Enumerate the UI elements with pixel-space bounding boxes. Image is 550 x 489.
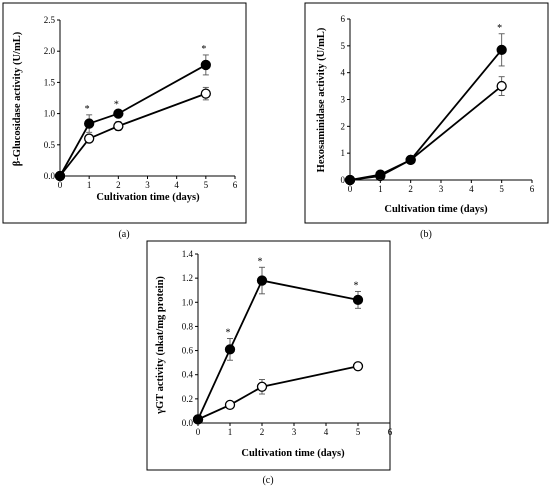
panel-c-plot-area: 0 1 2 3 4 5 6 0.0 0.2 0.4 0.6 0.8 1.0 1.2 1.4 * * * (182, 249, 393, 437)
y-tick-label: 1.2 (182, 273, 193, 283)
x-tick-label: 6 (233, 180, 238, 190)
x-tick-label: 3 (439, 184, 444, 194)
y-tick-label: 0 (341, 175, 346, 185)
y-tick-label: 1.0 (44, 109, 56, 119)
data-point-filled (224, 344, 236, 355)
y-tick-label: 5 (341, 41, 346, 51)
panel-a-x-axis-title: Cultivation time (days) (96, 192, 200, 203)
x-tick-label: 0 (348, 184, 353, 194)
panel-c-frame (146, 240, 391, 471)
data-point-filled (113, 108, 124, 119)
y-tick-label: 0.2 (182, 394, 193, 404)
x-tick-label: 5 (204, 180, 209, 190)
x-tick-label: 4 (469, 184, 474, 194)
series-line-filled (197, 279, 359, 420)
data-point-open (113, 120, 124, 132)
y-tick-label: 2.0 (44, 46, 56, 56)
data-point-filled (256, 275, 268, 286)
panel-b-label: (b) (420, 229, 432, 240)
panel-a-plot-area: 0 1 2 3 4 5 6 0.0 0.5 1.0 1.5 2.0 2.5 * * * (44, 15, 238, 190)
x-tick-label: 0 (58, 180, 63, 190)
data-point-filled (344, 174, 356, 186)
y-tick-label: 0.4 (182, 370, 194, 380)
data-point-filled (375, 169, 386, 180)
data-point-filled (496, 44, 507, 56)
x-tick-label: 5 (356, 427, 361, 437)
y-tick-label: 0.8 (182, 321, 194, 331)
y-tick-label: 1.4 (182, 249, 194, 259)
y-tick-label: 1 (341, 148, 346, 158)
x-tick-label: 2 (260, 427, 265, 437)
panel-c-label: (c) (262, 475, 273, 486)
x-tick-label: 6 (530, 184, 535, 194)
significance-marker: * (201, 44, 206, 55)
significance-marker: * (354, 280, 359, 291)
y-tick-label: 6 (341, 14, 346, 24)
panel-c-y-axis-title: γGT activity (nkat/mg protein) (155, 276, 166, 415)
data-point-open (200, 88, 211, 99)
x-tick-label: 3 (292, 427, 297, 437)
x-tick-label: 2 (116, 180, 121, 190)
significance-marker: * (497, 23, 502, 34)
x-tick-label: 1 (87, 180, 92, 190)
y-tick-label: 0.5 (44, 140, 56, 150)
y-tick-label: 0.6 (182, 346, 194, 356)
data-point-open (224, 399, 236, 411)
x-tick-label: 6 (388, 427, 393, 437)
x-tick-label: 5 (499, 184, 504, 194)
data-point-open (352, 361, 364, 372)
x-tick-label: 1 (378, 184, 383, 194)
significance-marker: * (258, 256, 263, 267)
y-tick-label: 1.5 (44, 77, 56, 87)
y-tick-label: 3 (341, 95, 346, 105)
panel-c: (c) Cultivation time (days) γGT activity… (146, 240, 393, 486)
panel-c-x-axis-title: Cultivation time (days) (241, 448, 345, 459)
y-tick-label: 4 (341, 68, 346, 78)
data-point-open (84, 133, 95, 144)
series-line-filled (349, 49, 503, 181)
panel-a-label: (a) (118, 229, 129, 240)
panel-b: (b) Cultivation time (days) Hexosaminida… (304, 2, 549, 240)
series-line-filled (59, 64, 207, 177)
panel-a: (a) Cultivation time (days) β-Glucosidas… (2, 2, 247, 240)
significance-marker: * (226, 328, 231, 339)
series-line-open (197, 365, 359, 421)
x-tick-label: 0 (196, 427, 201, 437)
x-tick-label: 4 (324, 427, 329, 437)
significance-marker: * (85, 104, 90, 115)
data-point-filled (54, 170, 66, 182)
x-tick-label: 4 (174, 180, 179, 190)
x-tick-label: 1 (228, 427, 233, 437)
data-point-filled (84, 118, 95, 129)
x-tick-label: 2 (408, 184, 413, 194)
series-line-open (59, 92, 207, 177)
data-point-filled (352, 294, 364, 306)
significance-marker: * (114, 99, 119, 110)
data-point-filled (405, 154, 416, 166)
data-point-open (496, 80, 507, 92)
x-tick-label: 3 (145, 180, 150, 190)
panel-b-y-axis-title: Hexosaminidase activity (U/mL) (316, 27, 327, 172)
panel-b-plot-area: 0 1 2 3 4 5 6 0 1 2 3 4 5 6 * (341, 14, 535, 194)
y-tick-label: 0.0 (44, 171, 56, 181)
data-point-filled (192, 414, 204, 425)
data-point-filled (200, 59, 211, 71)
y-tick-label: 0.0 (182, 418, 194, 428)
data-point-open (256, 381, 268, 392)
y-tick-label: 1.0 (182, 297, 194, 307)
y-tick-label: 2.5 (44, 15, 56, 25)
panel-a-y-axis-title: β-Glucosidase activity (U/mL) (12, 31, 23, 166)
panel-b-frame (304, 2, 549, 224)
panel-a-frame (2, 2, 247, 224)
panel-b-x-axis-title: Cultivation time (days) (384, 204, 488, 215)
y-tick-label: 2 (341, 121, 346, 131)
